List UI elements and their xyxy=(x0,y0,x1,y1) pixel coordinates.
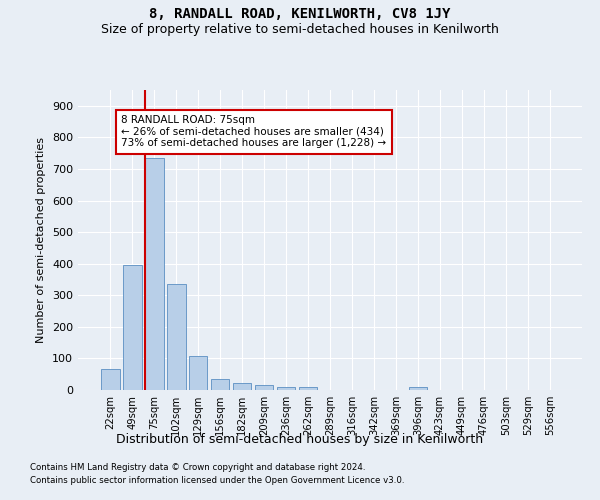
Bar xyxy=(409,387,427,390)
Text: Size of property relative to semi-detached houses in Kenilworth: Size of property relative to semi-detach… xyxy=(101,22,499,36)
Bar xyxy=(123,266,142,390)
Bar xyxy=(167,284,185,390)
Bar xyxy=(145,158,164,390)
Text: 8, RANDALL ROAD, KENILWORTH, CV8 1JY: 8, RANDALL ROAD, KENILWORTH, CV8 1JY xyxy=(149,8,451,22)
Text: Distribution of semi-detached houses by size in Kenilworth: Distribution of semi-detached houses by … xyxy=(116,432,484,446)
Bar xyxy=(277,387,295,390)
Bar xyxy=(255,386,274,390)
Bar xyxy=(211,379,229,390)
Bar xyxy=(233,383,251,390)
Text: Contains HM Land Registry data © Crown copyright and database right 2024.: Contains HM Land Registry data © Crown c… xyxy=(30,464,365,472)
Bar xyxy=(189,356,208,390)
Bar xyxy=(101,370,119,390)
Bar xyxy=(299,387,317,390)
Text: 8 RANDALL ROAD: 75sqm
← 26% of semi-detached houses are smaller (434)
73% of sem: 8 RANDALL ROAD: 75sqm ← 26% of semi-deta… xyxy=(121,116,386,148)
Text: Contains public sector information licensed under the Open Government Licence v3: Contains public sector information licen… xyxy=(30,476,404,485)
Y-axis label: Number of semi-detached properties: Number of semi-detached properties xyxy=(37,137,46,343)
